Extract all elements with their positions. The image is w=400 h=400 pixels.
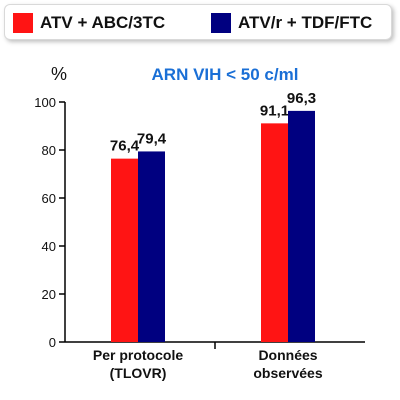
y-tick-label: 0	[49, 335, 56, 350]
legend-item-atv-abc-3tc: ATV + ABC/3TC	[13, 13, 165, 33]
y-axis-label: %	[51, 64, 67, 84]
bar	[261, 123, 288, 342]
bar	[288, 110, 315, 342]
x-category-label: Données observées	[253, 347, 322, 381]
bar-value-label: 79,4	[137, 130, 167, 147]
y-tick-label: 60	[42, 191, 56, 206]
legend: ATV + ABC/3TC ATV/r + TDF/FTC	[4, 4, 392, 40]
y-tick-label: 100	[34, 95, 56, 110]
bar-value-label: 91,1	[260, 102, 289, 119]
bar-value-label: 76,4	[110, 138, 140, 155]
legend-label: ATV/r + TDF/FTC	[238, 13, 373, 32]
bar-value-label: 96,3	[287, 90, 316, 107]
y-tick-label: 20	[42, 287, 56, 302]
legend-swatch-atv-r-tdf-ftc	[211, 13, 231, 33]
y-tick-label: 40	[42, 239, 56, 254]
y-tick-label: 80	[42, 143, 56, 158]
legend-item-atv-r-tdf-ftc: ATV/r + TDF/FTC	[211, 13, 372, 33]
x-category-label: Per protocole (TLOVR)	[93, 347, 183, 381]
chart-title: ARN VIH < 50 c/ml	[152, 65, 299, 84]
bar	[138, 151, 165, 342]
bar	[111, 158, 138, 342]
legend-swatch-atv-abc-3tc	[13, 13, 33, 33]
legend-label: ATV + ABC/3TC	[40, 13, 166, 32]
